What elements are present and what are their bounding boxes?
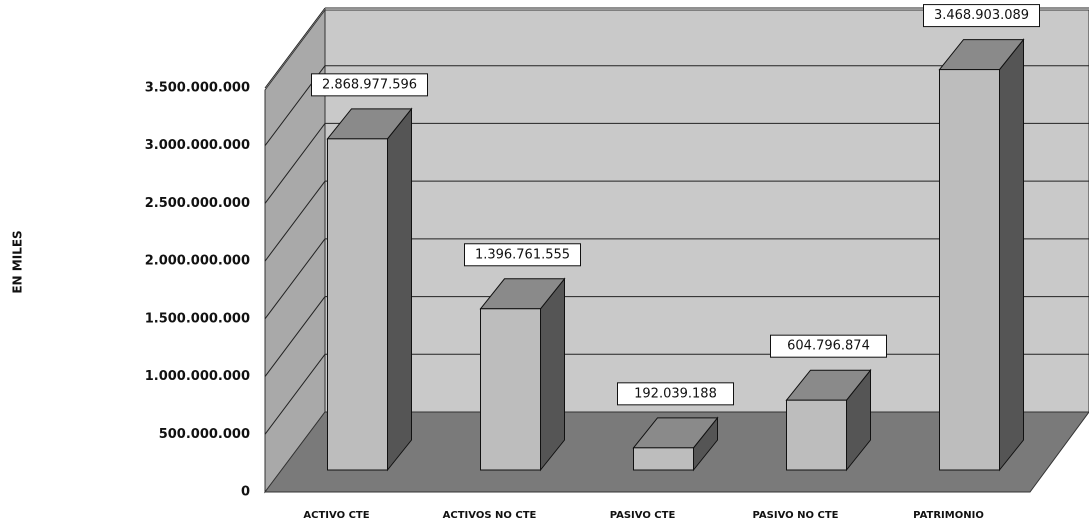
y-tick-label: 3.000.000.000	[145, 138, 250, 153]
bar	[939, 69, 1000, 471]
value-label: 3.468.903.089	[934, 8, 1029, 23]
grid-line	[264, 7, 326, 89]
value-label: 192.039.188	[634, 386, 717, 401]
bar	[480, 308, 541, 471]
grid-line	[264, 123, 326, 204]
bar	[633, 447, 694, 471]
x-tick-label: PASIVO CTE	[610, 510, 676, 521]
y-axis-label: EN MILES	[11, 230, 25, 293]
x-tick-label: ACTIVOS NO CTE	[443, 510, 537, 521]
grid-line	[264, 296, 326, 377]
value-label-box	[770, 334, 887, 358]
bar-side	[387, 107, 412, 472]
y-tick-label: 0	[241, 485, 250, 500]
grid-line	[264, 353, 326, 435]
y-tick-label: 2.000.000.000	[145, 254, 250, 269]
y-tick-label: 1.000.000.000	[145, 369, 250, 384]
value-label-box	[311, 73, 428, 97]
value-label: 604.796.874	[787, 339, 870, 354]
bar-side	[999, 38, 1024, 472]
y-tick-label: 500.000.000	[159, 427, 250, 442]
x-tick-label: PATRIMONIO	[913, 510, 984, 521]
grid-line	[264, 180, 326, 262]
bar-side	[540, 277, 565, 472]
bar	[327, 138, 388, 471]
value-label: 2.868.977.596	[322, 77, 417, 92]
value-label-box	[617, 382, 734, 406]
x-tick-label: ACTIVO CTE	[303, 510, 369, 521]
value-label: 1.396.761.555	[475, 247, 570, 262]
grid-line	[264, 238, 326, 320]
bar	[786, 399, 847, 471]
value-label-box	[464, 243, 581, 267]
y-tick-label: 2.500.000.000	[145, 196, 250, 211]
y-tick-label: 1.500.000.000	[145, 311, 250, 326]
value-label-box	[923, 4, 1040, 28]
x-tick-label: PASIVO NO CTE	[753, 510, 839, 521]
y-tick-label: 3.500.000.000	[145, 81, 250, 96]
